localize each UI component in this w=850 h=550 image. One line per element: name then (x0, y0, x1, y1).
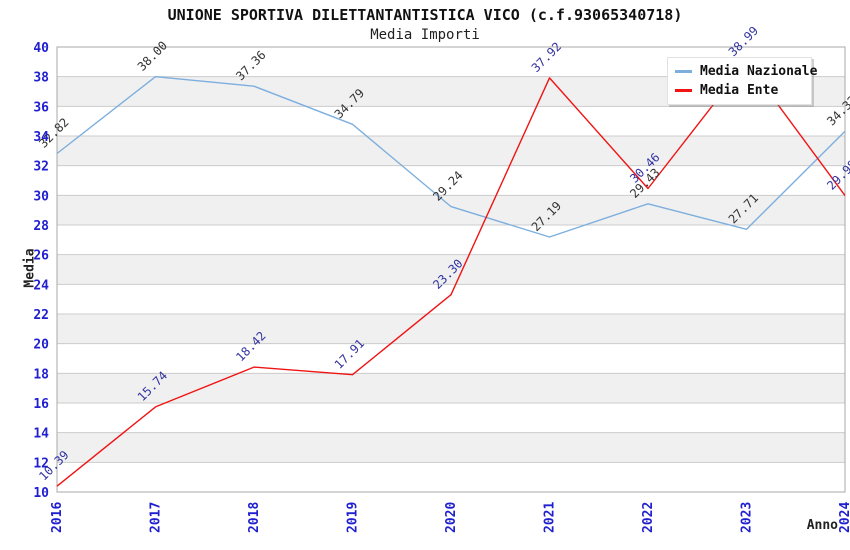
series-line-0 (56, 75, 846, 238)
legend-item-media-ente: Media Ente (675, 81, 804, 100)
chart-title: UNIONE SPORTIVA DILETTANTANTISTICA VICO … (167, 6, 683, 24)
x-axis-title: Anno (806, 518, 838, 533)
point-label-1: 37.92 (529, 40, 564, 75)
y-tick-label: 10 (33, 486, 49, 501)
x-tick-label: 2016 (50, 502, 65, 533)
y-tick-label: 34 (33, 130, 49, 145)
grid-band (57, 432, 845, 463)
y-tick-label: 20 (33, 338, 49, 353)
x-tick-label: 2017 (149, 502, 164, 533)
y-tick-label: 40 (33, 41, 49, 56)
y-tick-label: 28 (33, 219, 49, 234)
x-tick-label: 2020 (444, 502, 459, 533)
y-tick-label: 16 (33, 397, 49, 412)
y-tick-label: 24 (33, 278, 49, 293)
grid-band (57, 373, 845, 403)
y-tick-label: 26 (33, 249, 49, 264)
legend-label-media-nazionale: Media Nazionale (700, 64, 818, 79)
x-tick-label: 2019 (346, 502, 361, 533)
x-tick-label: 2018 (247, 502, 262, 533)
legend-swatch-media-nazionale-icon (675, 70, 692, 73)
x-tick-label: 2024 (838, 502, 850, 533)
point-label-0: 38.00 (135, 38, 170, 73)
plot-border (56, 46, 846, 493)
legend-item-media-nazionale: Media Nazionale (675, 62, 817, 81)
x-tick-label: 2021 (543, 502, 558, 533)
y-tick-label: 32 (33, 160, 49, 175)
y-tick-label: 36 (33, 100, 49, 115)
grid-band (57, 195, 845, 225)
y-tick-label: 30 (33, 189, 49, 204)
chart-subtitle: Media Importi (370, 27, 480, 43)
y-tick-label: 18 (33, 367, 49, 382)
legend-label-media-ente: Media Ente (700, 83, 779, 98)
legend: Media Nazionale Media Ente (667, 57, 817, 105)
grid-band (57, 136, 845, 166)
point-label-1: 38.99 (726, 24, 761, 59)
y-tick-label: 38 (33, 71, 49, 86)
y-tick-label: 22 (33, 308, 49, 323)
x-tick-label: 2023 (740, 502, 755, 533)
y-tick-label: 14 (33, 427, 49, 442)
grid-band (57, 254, 845, 285)
x-tick-label: 2022 (641, 502, 656, 533)
grid-band (57, 314, 845, 344)
y-tick-label: 12 (33, 456, 49, 471)
legend-swatch-media-ente-icon (675, 89, 692, 92)
